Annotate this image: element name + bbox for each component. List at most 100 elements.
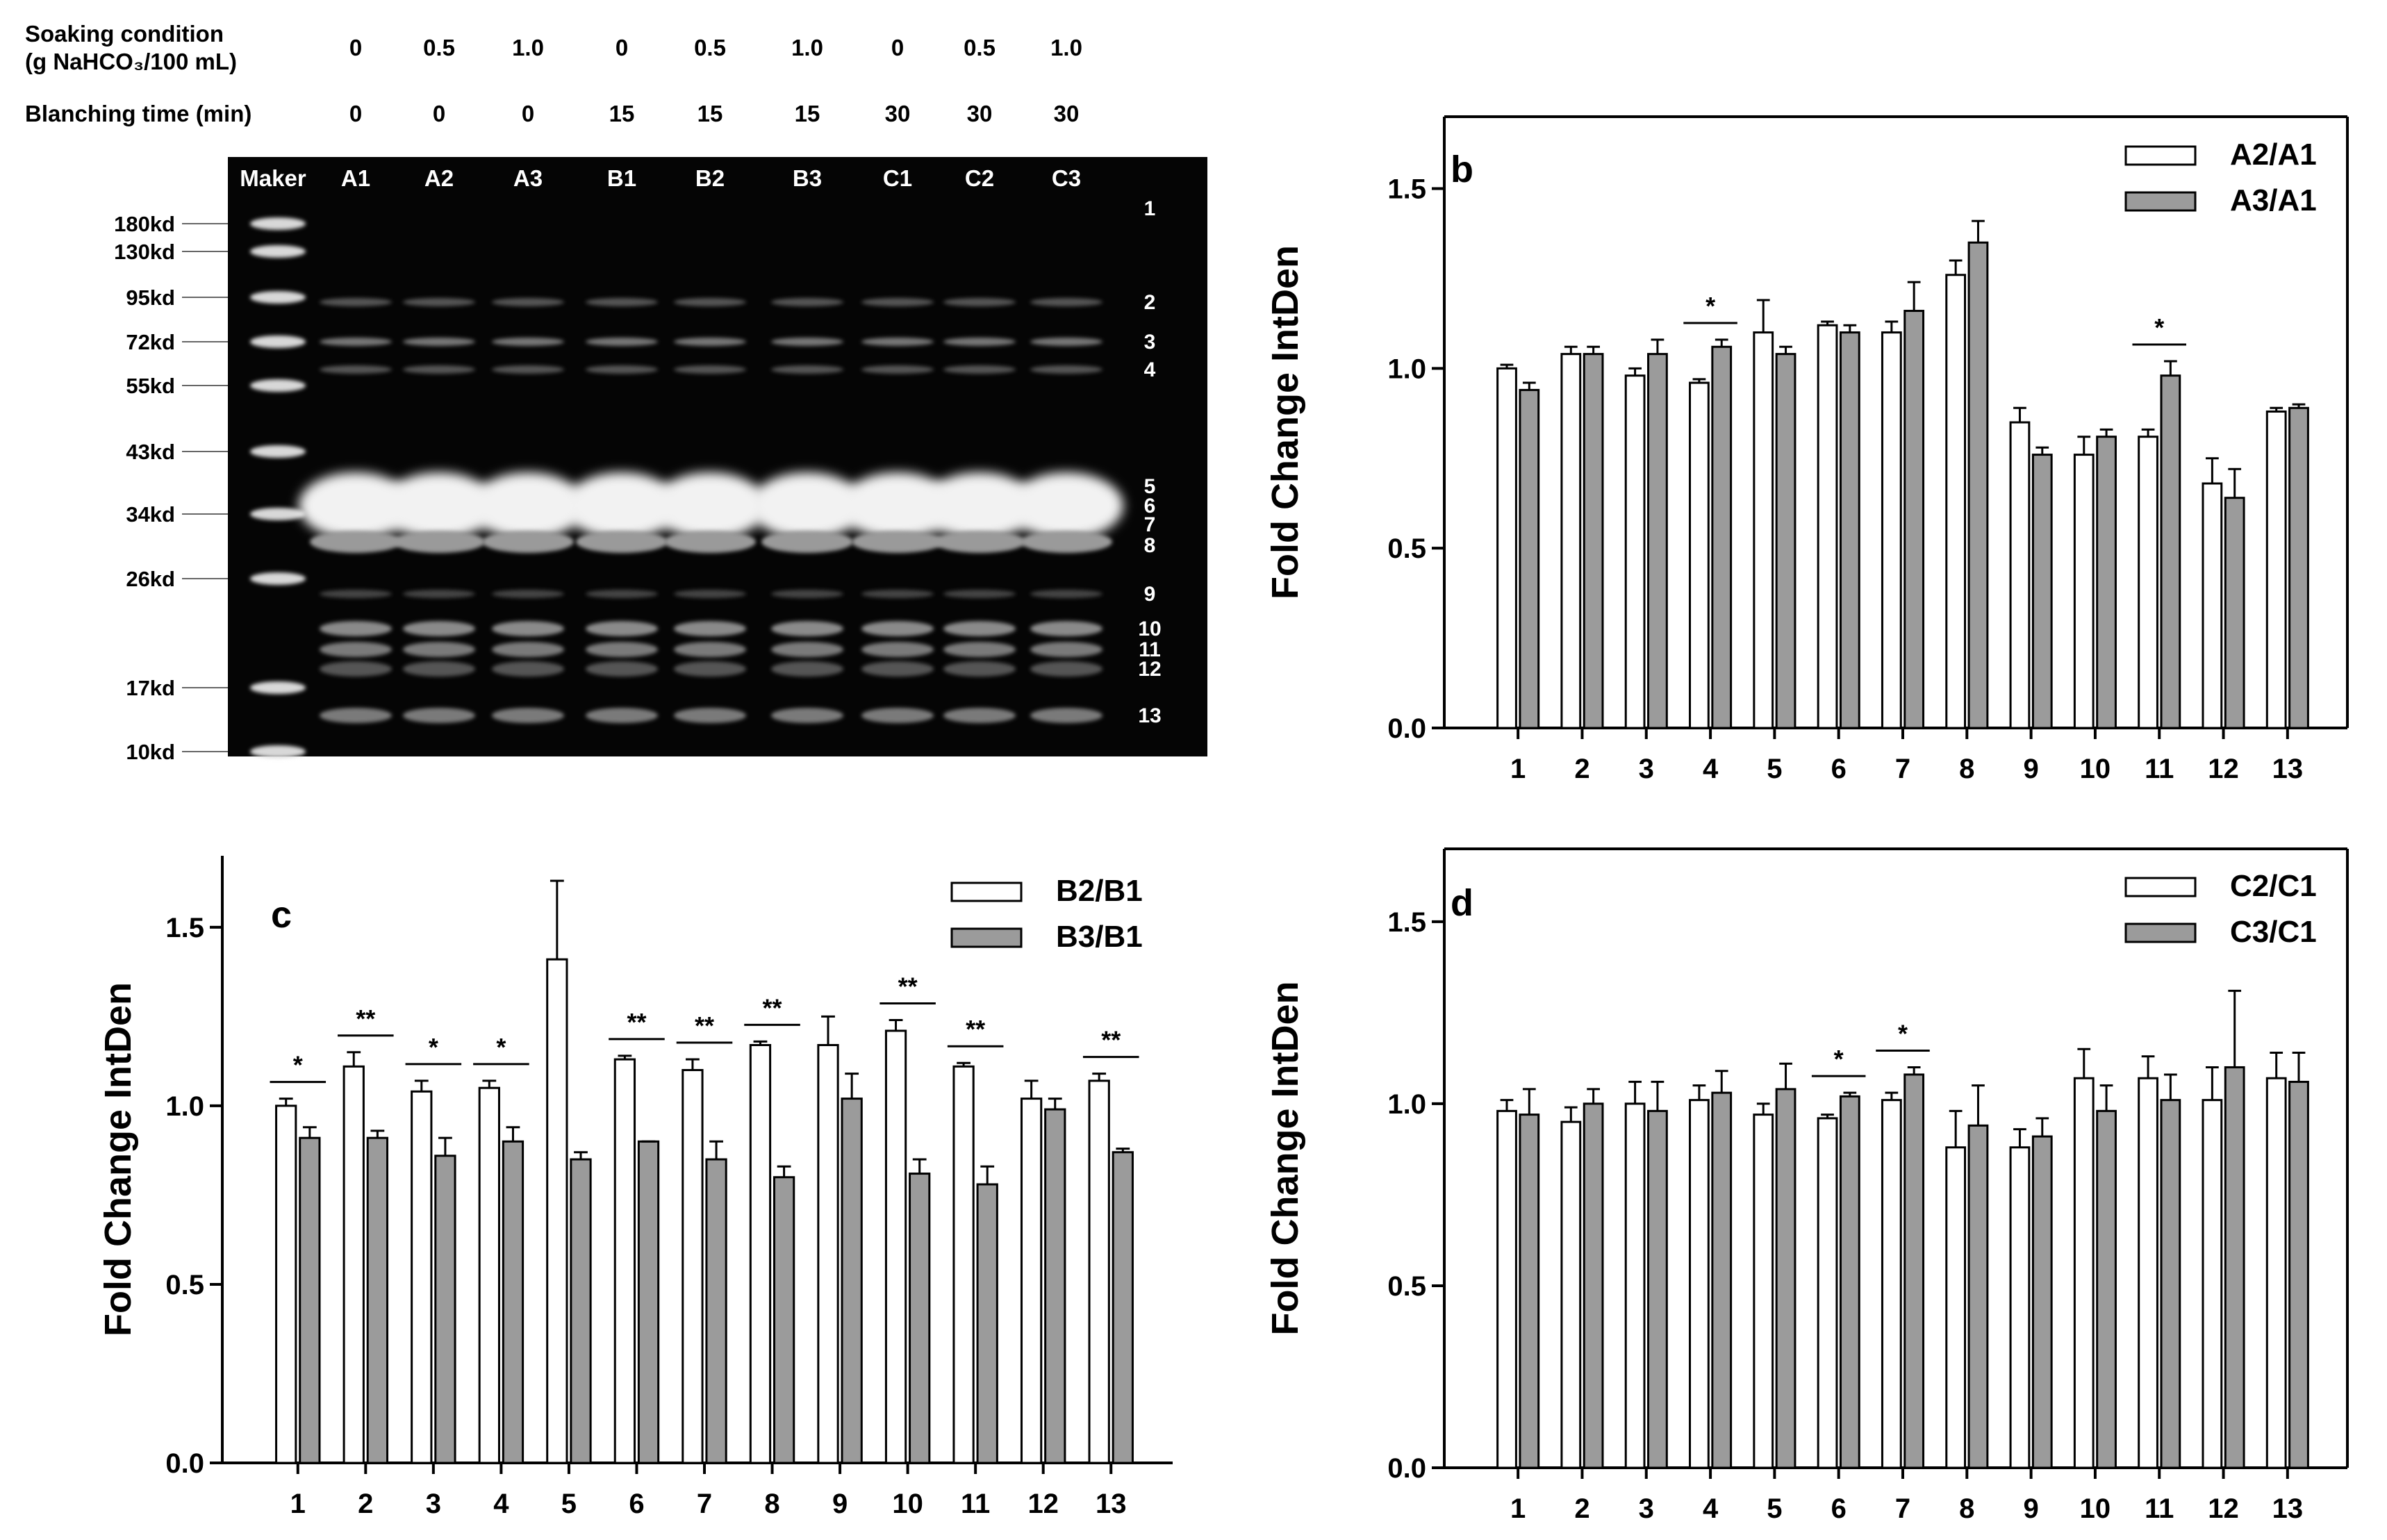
gel-bands	[250, 217, 1123, 758]
minor-band	[664, 531, 756, 553]
protein-band	[674, 661, 746, 677]
protein-band	[320, 661, 392, 677]
protein-band	[674, 642, 746, 657]
x-tick-label: 13	[2272, 754, 2304, 784]
panel-label: d	[1451, 882, 1473, 924]
y-tick-label: 1.0	[165, 1091, 204, 1122]
x-tick-label: 8	[764, 1489, 779, 1519]
protein-band	[320, 642, 392, 657]
gel-header: Soaking condition (g NaHCO₃/100 mL) Blan…	[25, 21, 1082, 126]
band-number: 8	[1144, 534, 1156, 557]
bar-C2-C1	[1753, 1113, 1774, 1469]
soaking-value: 0	[349, 35, 362, 60]
y-axis-label: Fold Change IntDen	[1264, 245, 1306, 599]
protein-band	[492, 590, 564, 598]
legend-label: A3/A1	[2230, 183, 2317, 217]
bar-C3-C1	[2224, 1066, 2245, 1469]
soaking-value: 1.0	[512, 35, 544, 60]
protein-band	[403, 298, 475, 306]
bar-B2-B1	[952, 1065, 975, 1464]
bar-B3-B1	[434, 1154, 456, 1464]
ladder-band	[250, 245, 306, 258]
bar-C3-C1	[1647, 1109, 1668, 1469]
significance-mark: *	[2154, 313, 2164, 342]
protein-band	[492, 338, 564, 346]
protein-band	[1030, 661, 1102, 677]
bar-A2-A1	[2009, 421, 2031, 729]
x-tick-label: 7	[1895, 1493, 1910, 1524]
protein-band	[771, 365, 843, 374]
y-tick-label: 1.0	[1387, 354, 1426, 384]
minor-band	[852, 531, 943, 553]
ladder-band	[250, 745, 306, 758]
band-number: 5	[1144, 475, 1156, 498]
y-tick-label: 0.0	[1387, 713, 1426, 744]
x-tick-label: 13	[1096, 1489, 1127, 1519]
bar-B2-B1	[817, 1043, 839, 1464]
bar-A2-A1	[1753, 331, 1774, 729]
legend-label: C3/C1	[2230, 915, 2317, 949]
minor-band	[576, 531, 668, 553]
protein-band	[674, 338, 746, 346]
x-tick-label: 1	[1510, 1493, 1526, 1524]
major-band	[565, 472, 679, 539]
bar-C3-C1	[1903, 1073, 1925, 1469]
bar-C3-C1	[1583, 1102, 1604, 1469]
legend-label: B3/B1	[1056, 920, 1143, 954]
protein-band	[586, 661, 658, 677]
protein-band	[861, 661, 934, 677]
bar-A2-A1	[1817, 324, 1838, 729]
protein-band	[674, 365, 746, 374]
soaking-value: 0	[891, 35, 904, 60]
lane-label: B2	[695, 165, 725, 191]
bar-A3-A1	[2224, 497, 2245, 729]
lane-label: A2	[424, 165, 454, 191]
bar-A3-A1	[1647, 353, 1668, 729]
bar-B3-B1	[299, 1136, 321, 1464]
y-tick-label: 1.5	[1387, 174, 1426, 205]
protein-band	[943, 298, 1016, 306]
protein-band	[943, 590, 1016, 598]
band-number: 10	[1138, 618, 1161, 640]
soaking-condition-label: Soaking condition	[25, 21, 224, 47]
blanching-value: 15	[609, 101, 635, 126]
band-number: 12	[1138, 658, 1161, 681]
bar-A2-A1	[1689, 381, 1710, 729]
bar-C2-C1	[1945, 1146, 1967, 1469]
minor-band	[934, 531, 1025, 553]
bar-C2-C1	[2265, 1077, 2287, 1469]
x-tick-label: 10	[892, 1489, 923, 1519]
bar-C3-C1	[2031, 1135, 2053, 1469]
x-tick-label: 11	[2145, 754, 2174, 784]
protein-band	[492, 621, 564, 636]
bar-B2-B1	[546, 958, 568, 1464]
major-band	[841, 472, 955, 539]
bar-A2-A1	[2073, 454, 2095, 729]
bar-A2-A1	[2138, 436, 2158, 729]
molecular-weight-markers: 180kd 130kd 95kd 72kd 55kd 43kd 34kd 26kd 17kd 10…	[114, 212, 228, 764]
bar-A2-A1	[1624, 374, 1646, 729]
significance-mark: **	[898, 972, 918, 1000]
protein-band	[320, 338, 392, 346]
protein-band	[586, 621, 658, 636]
bar-A2-A1	[1945, 274, 1967, 729]
bar-A3-A1	[2096, 436, 2117, 729]
panel-label: b	[1451, 149, 1473, 190]
protein-band	[943, 621, 1016, 636]
band-number: 11	[1139, 638, 1161, 661]
legend-swatch	[2124, 191, 2197, 212]
bar-B2-B1	[411, 1090, 433, 1464]
x-tick-label: 4	[493, 1489, 509, 1519]
major-band	[382, 472, 496, 539]
x-tick-label: 5	[561, 1489, 577, 1519]
bar-B3-B1	[570, 1158, 592, 1464]
protein-band	[1030, 590, 1102, 598]
bar-B3-B1	[637, 1140, 660, 1464]
blanching-time-label: Blanching time (min)	[25, 101, 251, 126]
protein-band	[586, 590, 658, 598]
minor-band	[310, 531, 402, 553]
bar-B3-B1	[1044, 1108, 1066, 1464]
x-tick-label: 8	[1959, 754, 1974, 784]
protein-band	[771, 661, 843, 677]
